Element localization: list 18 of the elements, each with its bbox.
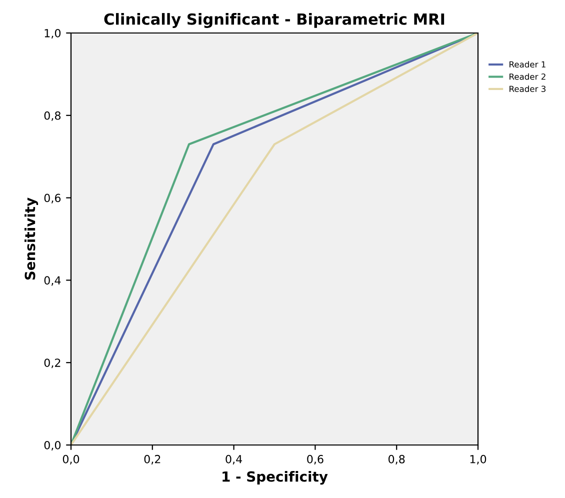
y-tick-label: 0,8 [44,111,61,121]
legend-label: Reader 3 [510,86,546,92]
y-axis-title: Sensitivity [24,198,38,280]
x-tick-label: 1,0 [470,454,486,464]
y-tick-label: 0,0 [44,440,61,451]
legend-label: Reader 1 [510,61,546,68]
legend-label: Reader 2 [510,73,546,80]
x-tick-label: 0,6 [307,454,324,464]
x-axis-title: 1 - Specificity [222,471,328,485]
x-tick-label: 0,2 [144,454,160,464]
y-tick-label: 0,2 [44,358,60,368]
y-tick-label: 0,6 [44,194,61,204]
chart-title: Clinically Significant - Biparametric MRI [104,13,444,28]
y-tick-label: 0,4 [44,276,61,286]
x-tick-label: 0,4 [226,454,242,464]
y-tick-label: 1,0 [44,28,61,39]
x-tick-label: 0,8 [388,454,405,464]
x-tick-label: 0,0 [62,454,80,464]
